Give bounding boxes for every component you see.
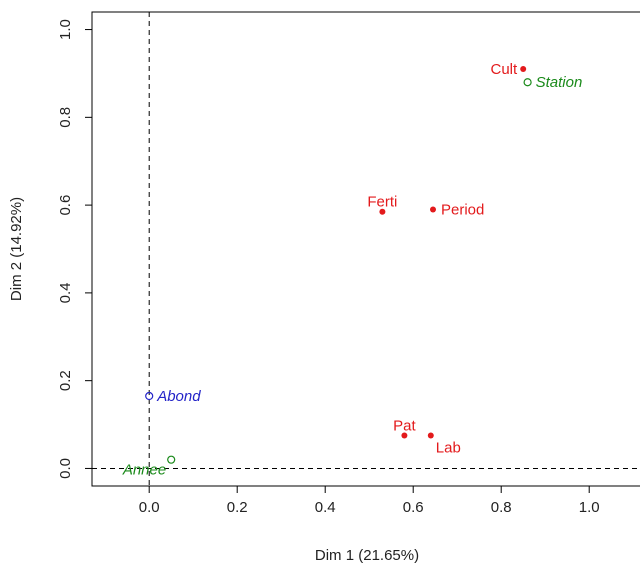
plot-frame — [91, 11, 640, 487]
point-label-cult: Cult — [491, 61, 519, 78]
point-lab — [427, 432, 434, 439]
y-tick-label: 0.0 — [57, 458, 74, 479]
point-period — [430, 206, 436, 213]
point-ferti — [379, 208, 386, 215]
x-axis-title: Dim 1 (21.65%) — [315, 547, 419, 564]
point-cult — [520, 66, 527, 73]
axes: 0.0 0.2 0.4 0.6 0.8 1.0 0.0 0.2 0.4 0.6 0.8 1.0 — [57, 11, 640, 516]
y-tick-label: 0.4 — [57, 282, 74, 303]
x-tick-label: 1.0 — [579, 499, 600, 516]
point-station — [523, 78, 532, 87]
point-label-period: Period — [441, 202, 484, 219]
point-pat — [401, 432, 408, 439]
x-tick-label: 0.2 — [227, 499, 248, 516]
point-label-station: Station — [536, 74, 583, 91]
x-tick-label: 0.8 — [491, 499, 512, 516]
point-label-annee: Annee — [122, 462, 166, 479]
plot-marks: Cult Station Ferti Period Abond Pat Lab Annee — [122, 61, 582, 479]
point-label-lab: Lab — [436, 440, 461, 457]
y-tick-label: 0.2 — [57, 370, 74, 391]
y-axis-title: Dim 2 (14.92%) — [8, 197, 25, 301]
y-tick-label: 0.8 — [57, 107, 74, 128]
point-annee — [167, 455, 176, 464]
point-abond — [145, 391, 154, 401]
point-label-abond: Abond — [156, 388, 201, 405]
point-label-pat: Pat — [393, 418, 416, 435]
x-tick-label: 0.0 — [139, 499, 160, 516]
point-label-ferti: Ferti — [367, 194, 397, 211]
y-tick-label: 0.6 — [57, 195, 74, 216]
x-tick-label: 0.6 — [403, 499, 424, 516]
x-tick-label: 0.4 — [315, 499, 336, 516]
y-tick-label: 1.0 — [57, 19, 74, 40]
